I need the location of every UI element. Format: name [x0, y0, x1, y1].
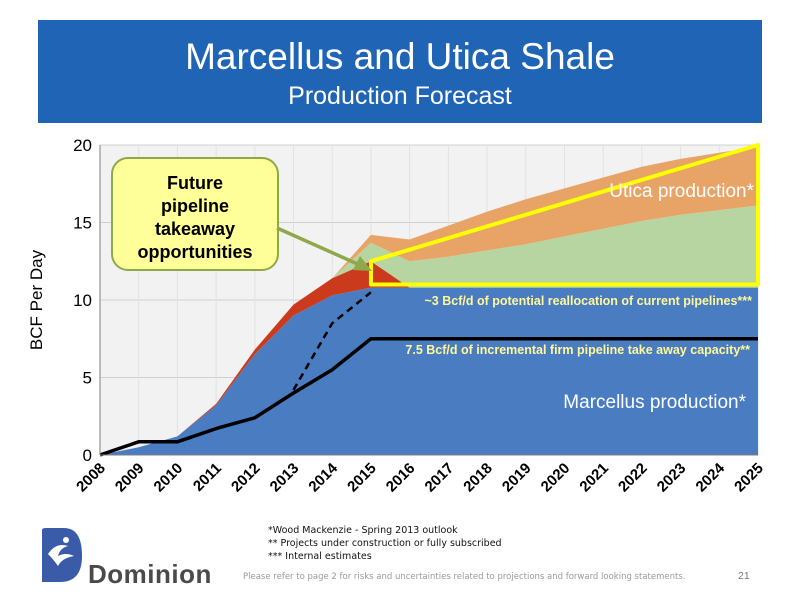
highlight-frame [368, 143, 760, 287]
x-tick-label: 2020 [538, 460, 574, 496]
reallocation-label: ~3 Bcf/d of potential reallocation of cu… [425, 294, 753, 308]
callout-text: pipeline [161, 196, 229, 216]
utica-area [100, 146, 758, 455]
y-tick-label: 10 [73, 291, 92, 310]
x-tick-label: 2016 [383, 460, 419, 496]
y-axis-label: BCF Per Day [27, 249, 46, 350]
x-tick-label: 2021 [576, 460, 612, 496]
x-tick-label: 2017 [422, 460, 458, 496]
slide-title: Marcellus and Utica Shale [185, 36, 615, 77]
slide-subtitle: Production Forecast [288, 82, 512, 110]
x-tick-label: 2012 [228, 460, 264, 496]
x-tick-label: 2008 [73, 460, 109, 496]
page-number: 21 [738, 570, 750, 582]
callout-text: takeaway [155, 219, 235, 239]
firm-capacity-label: 7.5 Bcf/d of incremental firm pipeline t… [405, 343, 750, 357]
dominion-logo-icon [42, 528, 82, 582]
x-tick-label: 2013 [267, 460, 303, 496]
x-tick-label: 2025 [731, 460, 767, 496]
callout-box [111, 157, 279, 271]
callout-text: Future [167, 173, 223, 193]
x-tick-label: 2011 [190, 460, 225, 495]
y-tick-label: 0 [83, 446, 92, 465]
x-tick-label: 2018 [460, 460, 496, 496]
callout-arrow-head [353, 256, 372, 271]
footnote-2: ** Projects under construction or fully … [268, 538, 502, 549]
incremental-area [100, 205, 758, 455]
x-tick-label: 2009 [112, 460, 148, 496]
disclaimer: Please refer to page 2 for risks and unc… [243, 572, 686, 582]
x-tick-label: 2014 [305, 459, 341, 495]
callout-text: opportunities [138, 242, 253, 262]
y-tick-label: 5 [83, 369, 92, 388]
x-tick-label: 2022 [615, 460, 651, 496]
footnote-1: *Wood Mackenzie - Spring 2013 outlook [268, 525, 458, 536]
x-tick-label: 2024 [693, 459, 729, 495]
x-tick-label: 2010 [151, 460, 187, 496]
callout-arrow-line [276, 226, 363, 268]
firm-capacity-line [99, 337, 758, 457]
x-tick-label: 2015 [344, 460, 380, 496]
dominion-logo: Dominion [38, 526, 248, 589]
title-bar: Marcellus and Utica Shale Production For… [38, 20, 762, 123]
x-tick-label: 2019 [499, 460, 535, 496]
footnotes: *Wood Mackenzie - Spring 2013 outlook **… [268, 524, 502, 563]
logo-wordmark: Dominion [88, 559, 212, 589]
y-tick-label: 20 [73, 136, 92, 155]
x-tick-label: 2023 [654, 460, 690, 496]
marcellus-label: Marcellus production* [563, 392, 746, 413]
y-tick-label: 15 [73, 214, 92, 233]
utica-label: Utica production* [609, 181, 754, 202]
footnote-3: *** Internal estimates [268, 551, 372, 562]
reallocation-dashed-line [292, 291, 372, 391]
